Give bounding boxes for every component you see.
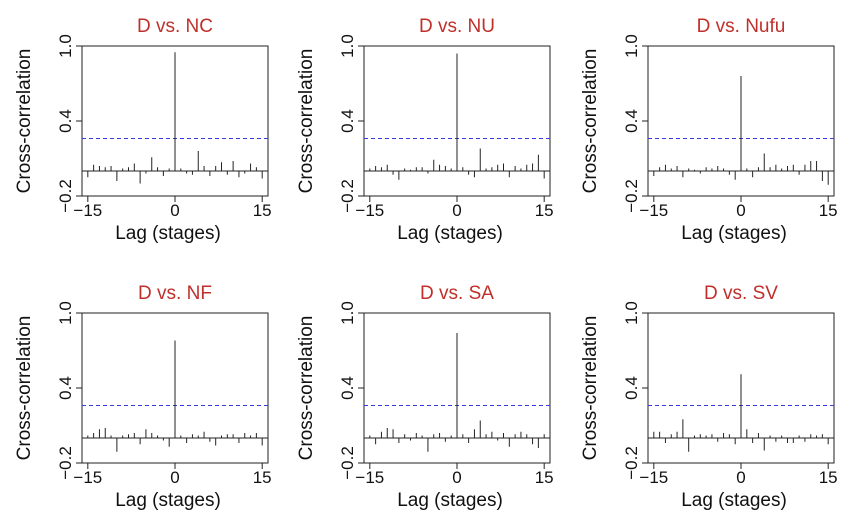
x-tick-label: 15 (819, 468, 838, 487)
x-axis-label: Lag (stages) (397, 223, 503, 244)
x-axis-label: Lag (stages) (115, 490, 221, 511)
x-axis-label: Lag (stages) (681, 223, 787, 244)
y-tick-label: 1.0 (56, 301, 75, 325)
x-tick-label: 15 (253, 468, 272, 487)
x-tick-label: −15 (73, 201, 102, 220)
chart-panel-1: −15 0 15 −0.2 0.4 1.0 D vs. NC Lag (stages) Cros… (14, 16, 272, 244)
chart-panel-5: −15 0 15 −0.2 0.4 1.0 D vs. SA Lag (stages) Cros… (296, 283, 554, 511)
y-tick-label: 1.0 (338, 34, 357, 58)
x-tick-label: −15 (73, 468, 102, 487)
y-tick-label: 0.4 (338, 376, 357, 400)
y-axis-label: Cross-correlation (14, 49, 35, 194)
x-tick-label: 0 (170, 201, 179, 220)
y-tick-label: 0.4 (56, 376, 75, 400)
y-tick-label: −0.2 (338, 446, 357, 480)
x-axis-label: Lag (stages) (115, 223, 221, 244)
x-tick-label: −15 (355, 201, 384, 220)
x-tick-label: −15 (639, 468, 668, 487)
x-tick-label: 15 (253, 201, 272, 220)
chart-panel-2: −15 0 15 −0.2 0.4 1.0 D vs. NU Lag (stages) Cros… (296, 16, 554, 244)
x-tick-label: 0 (452, 468, 461, 487)
y-tick-label: 1.0 (338, 301, 357, 325)
x-tick-label: 0 (452, 201, 461, 220)
y-axis-label: Cross-correlation (14, 316, 35, 461)
y-tick-label: 1.0 (622, 34, 641, 58)
x-tick-label: −15 (355, 468, 384, 487)
y-axis-label: Cross-correlation (296, 316, 317, 461)
x-axis-label: Lag (stages) (681, 490, 787, 511)
y-axis-label: Cross-correlation (580, 316, 601, 461)
y-tick-label: −0.2 (338, 179, 357, 213)
panel-title: D vs. Nufu (697, 16, 786, 37)
y-axis-label: Cross-correlation (580, 49, 601, 194)
chart-panel-6: −15 0 15 −0.2 0.4 1.0 D vs. SV Lag (stages) Cros… (580, 283, 838, 511)
chart-panel-3: −15 0 15 −0.2 0.4 1.0 D vs. Nufu Lag (stages) Cr… (580, 16, 838, 244)
panel-title: D vs. SV (704, 283, 778, 304)
x-tick-label: 0 (170, 468, 179, 487)
y-tick-label: 1.0 (622, 301, 641, 325)
x-tick-label: 15 (535, 468, 554, 487)
y-tick-label: 0.4 (622, 376, 641, 400)
x-tick-label: −15 (639, 201, 668, 220)
x-tick-label: 0 (736, 201, 745, 220)
chart-panel-4: −15 0 15 −0.2 0.4 1.0 D vs. NF Lag (stages) Cros… (14, 283, 272, 511)
y-tick-label: −0.2 (622, 446, 641, 480)
panel-title: D vs. NC (137, 16, 213, 37)
y-tick-label: 0.4 (56, 109, 75, 133)
x-tick-label: 15 (535, 201, 554, 220)
panel-title: D vs. SA (420, 283, 494, 304)
y-tick-label: −0.2 (56, 446, 75, 480)
panel-title: D vs. NU (419, 16, 495, 37)
panel-title: D vs. NF (138, 283, 212, 304)
y-tick-label: −0.2 (56, 179, 75, 213)
y-axis-label: Cross-correlation (296, 49, 317, 194)
x-axis-label: Lag (stages) (397, 490, 503, 511)
x-tick-label: 0 (736, 468, 745, 487)
y-tick-label: 1.0 (56, 34, 75, 58)
y-tick-label: 0.4 (338, 109, 357, 133)
y-tick-label: −0.2 (622, 179, 641, 213)
x-tick-label: 15 (819, 201, 838, 220)
y-tick-label: 0.4 (622, 109, 641, 133)
